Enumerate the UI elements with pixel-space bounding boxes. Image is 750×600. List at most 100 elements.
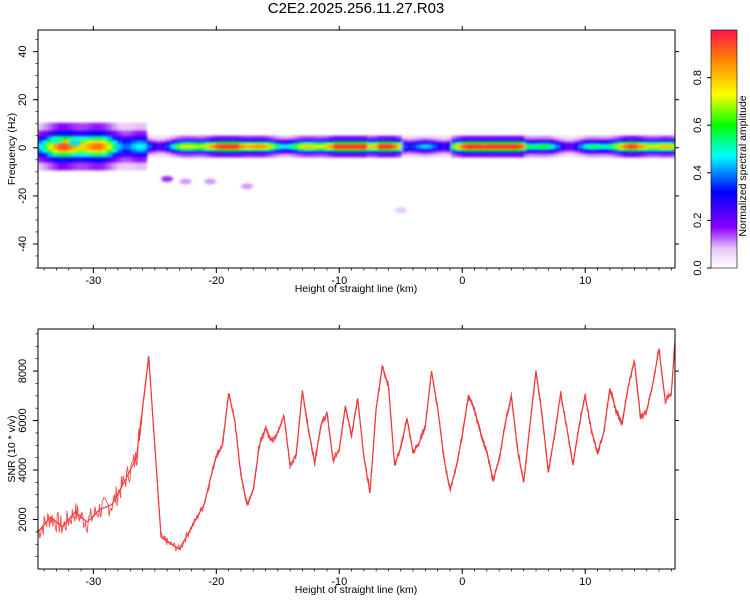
spectrogram-cell <box>549 145 556 149</box>
spectrogram-cell <box>136 143 142 150</box>
spectrogram-cell <box>406 145 413 149</box>
colorbar-tick-label: 0.2 <box>692 213 704 228</box>
bottom-x-axis-label: Height of straight line (km) <box>295 584 418 596</box>
spectrogram-cell <box>352 145 359 149</box>
spectrogram-cell <box>524 145 531 149</box>
spectrogram-cell <box>254 145 260 149</box>
snr-series-noise <box>38 344 675 553</box>
spectrogram-cell <box>465 145 472 149</box>
spectrogram-blob <box>204 178 217 185</box>
spectrogram-cell <box>249 145 256 149</box>
spectrogram-cell <box>426 145 433 149</box>
spectrogram-cell <box>42 143 49 150</box>
spectrogram-cell <box>87 143 93 150</box>
spectrogram-cell <box>672 145 675 149</box>
spectrogram-blob <box>241 183 254 190</box>
spectrogram-cell <box>500 145 506 149</box>
spectrogram-cell <box>67 143 74 150</box>
top-y-tick-label: 0 <box>17 145 29 151</box>
spectrogram-panel: -30 -20 -10 0 10 -40 -20 0 20 40 Height of strai… <box>6 26 679 295</box>
bottom-y-tick-label: 8000 <box>17 359 29 383</box>
spectrogram-cell <box>224 145 231 149</box>
bottom-x-tick-label: -10 <box>331 576 347 588</box>
bottom-y-tick-label: 2000 <box>17 507 29 531</box>
spectrogram-cell <box>613 145 620 149</box>
spectrogram-cell <box>308 145 315 149</box>
spectrogram-cell <box>490 145 497 149</box>
top-x-tick-label: 10 <box>579 275 591 287</box>
spectrogram-cell <box>382 145 388 149</box>
snr-frame <box>37 328 676 570</box>
spectrogram-cell <box>156 145 162 149</box>
top-y-tick-label: 20 <box>17 94 29 106</box>
spectrogram-cell <box>411 145 418 149</box>
bottom-x-tick-label: -20 <box>208 576 224 588</box>
spectrogram-cell <box>52 143 59 150</box>
colorbar-gradient <box>710 29 738 269</box>
spectrogram-cell <box>215 145 221 149</box>
spectrogram-cell <box>569 145 575 149</box>
spectrogram-cell <box>603 145 610 149</box>
spectrogram-cell <box>667 145 674 149</box>
spectrogram-cell <box>367 145 374 149</box>
spectrogram-cell <box>185 145 192 149</box>
spectrogram-cell <box>347 145 354 149</box>
spectrogram-cell <box>539 145 546 149</box>
spectrogram-cell <box>495 145 501 149</box>
bottom-y-axis-label: SNR (10 * v/v) <box>6 415 18 482</box>
spectrogram-cell <box>210 145 216 149</box>
top-x-tick-label: -30 <box>85 275 101 287</box>
spectrogram-cell <box>205 145 211 149</box>
spectrogram-cell <box>259 145 265 149</box>
spectrogram-cell <box>97 143 103 150</box>
spectrogram-cell <box>92 143 98 150</box>
spectrogram-cell <box>239 145 246 149</box>
spectrogram-cell <box>121 143 128 150</box>
spectrogram-cell <box>470 145 477 149</box>
spectrogram-cell <box>554 145 561 149</box>
colorbar-tick-label: 0.0 <box>692 260 704 275</box>
spectrogram-cell <box>461 145 467 149</box>
spectrogram-cell <box>244 145 251 149</box>
spectrogram-cell <box>441 145 447 149</box>
bottom-y-tick-label: 4000 <box>17 458 29 482</box>
spectrogram-cell <box>510 145 516 149</box>
colorbar: 0.0 0.2 0.4 0.6 0.8 Normalized spectral ampl… <box>692 29 749 276</box>
spectrogram-cell <box>357 145 364 149</box>
spectrogram-cell <box>608 145 615 149</box>
top-y-tick-label: -20 <box>17 188 29 204</box>
spectrogram-cell <box>101 143 108 150</box>
spectrogram-cell <box>505 145 511 149</box>
spectrogram-blob <box>50 137 63 144</box>
spectrogram-cell <box>72 143 78 150</box>
spectrogram-cell <box>288 145 295 149</box>
spectrogram-cell <box>318 145 324 149</box>
spectrogram-cell <box>475 145 482 149</box>
spectrogram-blob <box>179 178 192 185</box>
spectrogram-cell <box>480 145 487 149</box>
spectrogram-cell <box>195 145 201 149</box>
spectrogram-cell <box>431 145 438 149</box>
spectrogram-cell <box>544 145 551 149</box>
spectrogram-cell <box>328 145 334 149</box>
spectrogram-cell <box>323 145 329 149</box>
spectrogram-cell <box>264 145 270 149</box>
spectrogram-cell <box>333 145 339 149</box>
spectrogram-cell <box>274 145 280 149</box>
spectrogram-cell <box>588 145 595 149</box>
spectrogram-cell <box>190 145 197 149</box>
spectrogram-cell <box>38 143 44 150</box>
spectrogram-cell <box>529 145 536 149</box>
spectrogram-cell <box>372 145 379 149</box>
chart-title: C2E2.2025.256.11.27.R03 <box>268 0 445 17</box>
spectrogram-blob <box>161 176 174 183</box>
spectrogram-cell <box>151 145 157 149</box>
snr-background <box>38 329 675 569</box>
spectrogram-cell <box>574 145 580 149</box>
spectrogram-cell <box>116 143 123 150</box>
spectrogram-cell <box>160 145 167 149</box>
spectrogram-cell <box>293 145 300 149</box>
spectrogram-cell <box>170 145 177 149</box>
spectrogram-cell <box>564 145 570 149</box>
spectrogram-cell <box>647 145 654 149</box>
